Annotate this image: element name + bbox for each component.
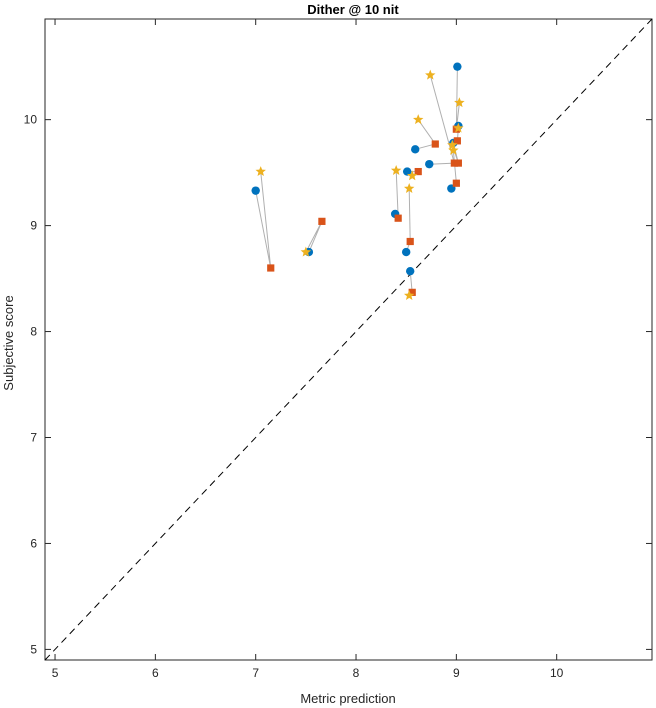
data-point-star xyxy=(255,166,266,177)
y-tick-label: 6 xyxy=(30,536,37,550)
plot-frame xyxy=(44,18,653,661)
x-axis-label: Metric prediction xyxy=(300,691,395,706)
data-point-circle xyxy=(251,186,260,195)
y-tick-label: 9 xyxy=(30,219,37,233)
chart-title: Dither @ 10 nit xyxy=(307,2,399,17)
data-point-square xyxy=(450,159,458,167)
data-point-square xyxy=(414,167,422,176)
x-tick-label: 9 xyxy=(453,666,460,680)
data-point-square xyxy=(394,214,402,222)
connector-line xyxy=(255,171,272,269)
data-point-circle xyxy=(406,266,415,276)
data-point-square xyxy=(408,288,416,296)
data-point-circle xyxy=(425,159,434,169)
data-point-circle xyxy=(401,247,411,257)
data-point-star xyxy=(453,122,464,133)
y-tick-label: 7 xyxy=(30,431,37,445)
data-point-square xyxy=(454,159,462,167)
data-point-square xyxy=(267,264,275,272)
data-point-square xyxy=(453,137,461,145)
data-point-star xyxy=(300,246,312,257)
data-point-circle xyxy=(402,167,412,176)
data-point-square xyxy=(452,179,460,187)
data-point-star xyxy=(413,114,424,125)
connector-line xyxy=(429,75,455,165)
data-point-star xyxy=(390,165,402,175)
data-point-star xyxy=(448,144,459,155)
data-point-square xyxy=(406,237,414,246)
y-tick-label: 5 xyxy=(30,642,37,656)
connector-line xyxy=(455,66,460,130)
plot-area: 5 6 7 8 9 10 5 6 7 8 9 10 xyxy=(24,18,653,680)
data-point-square xyxy=(318,217,326,225)
y-tick-label: 8 xyxy=(30,325,37,339)
data-point-star xyxy=(454,97,465,108)
x-tick-label: 10 xyxy=(550,666,564,680)
x-tick-label: 7 xyxy=(252,666,259,680)
x-tick-label: 5 xyxy=(52,666,59,680)
y-axis-label: Subjective score xyxy=(1,295,16,390)
x-tick-label: 6 xyxy=(152,666,159,680)
x-tick-label: 8 xyxy=(353,666,360,680)
data-point-circle xyxy=(411,145,420,154)
data-point-star xyxy=(403,290,415,300)
data-point-square xyxy=(431,140,439,148)
data-point-star xyxy=(403,183,415,193)
data-point-star xyxy=(425,69,436,80)
connector-line xyxy=(305,221,323,253)
y-tick-label: 10 xyxy=(24,113,38,127)
data-point-star xyxy=(447,139,458,150)
data-point-star xyxy=(406,170,418,181)
identity-reference-line xyxy=(44,18,653,661)
data-point-circle xyxy=(453,62,462,71)
